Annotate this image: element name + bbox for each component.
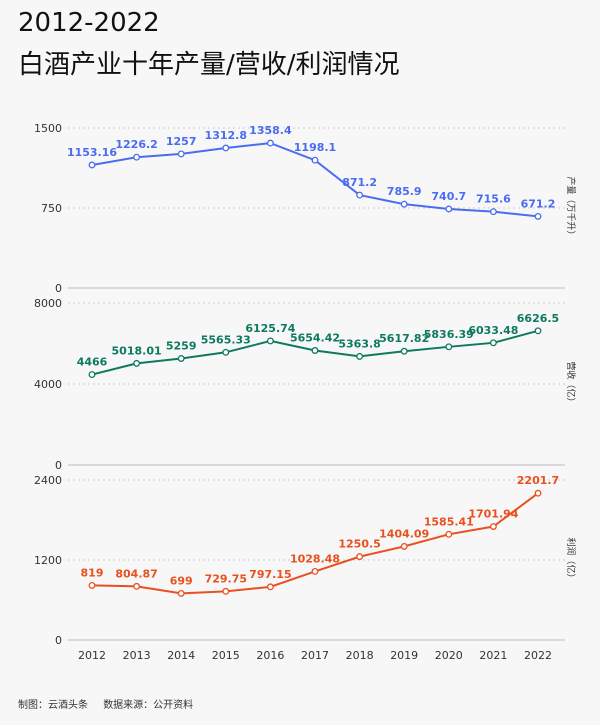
y-tick-label: 4000 [34, 378, 62, 391]
data-point [489, 339, 497, 347]
data-label: 5617.82 [379, 332, 429, 345]
x-tick-label: 2018 [346, 649, 374, 662]
data-label: 1153.16 [67, 146, 117, 159]
data-point [311, 567, 319, 575]
data-point [534, 212, 542, 220]
data-label: 797.15 [249, 568, 291, 581]
data-label: 1028.48 [290, 552, 340, 565]
data-point [356, 352, 364, 360]
data-point [88, 161, 96, 169]
data-point [311, 347, 319, 354]
data-point [400, 542, 408, 550]
data-point [489, 523, 497, 530]
data-label: 6033.48 [468, 324, 518, 337]
y-tick-label: 2400 [34, 474, 62, 487]
page-title: 白酒产业十年产量/营收/利润情况 [18, 50, 400, 80]
data-point [266, 139, 274, 147]
data-label: 6626.5 [517, 312, 559, 325]
y-tick-label: 750 [41, 202, 62, 215]
data-point [177, 355, 185, 362]
title-years: 2012-2022 [18, 8, 160, 38]
data-point [222, 348, 230, 356]
data-label: 5836.39 [424, 328, 474, 341]
data-point [88, 581, 96, 589]
y-axis-label: 产量（万千升） [565, 176, 577, 239]
x-tick-label: 2020 [435, 649, 463, 662]
data-label: 6125.74 [245, 322, 295, 335]
x-tick-label: 2017 [301, 649, 329, 662]
data-point [177, 589, 185, 597]
data-label: 715.6 [476, 193, 511, 206]
data-label: 740.7 [431, 190, 466, 203]
data-label: 819 [81, 566, 104, 579]
data-label: 804.87 [115, 567, 157, 580]
data-point [400, 200, 408, 208]
data-label: 1312.8 [205, 129, 247, 142]
data-label: 2201.7 [517, 474, 559, 487]
x-tick-label: 2016 [256, 649, 284, 662]
data-point [266, 583, 274, 591]
y-tick-label: 1200 [34, 554, 62, 567]
data-point [133, 153, 141, 161]
data-point [445, 205, 453, 213]
data-point [489, 208, 497, 216]
data-label: 1404.09 [379, 527, 429, 540]
y-tick-label: 0 [55, 634, 62, 647]
x-tick-label: 2013 [123, 649, 151, 662]
data-label: 1585.41 [424, 515, 474, 528]
y-tick-label: 0 [55, 282, 62, 295]
data-point [311, 156, 319, 164]
data-label: 4466 [77, 356, 108, 369]
data-point [445, 343, 453, 351]
data-point [445, 530, 453, 538]
y-axis-label: 利润（亿） [565, 537, 577, 582]
y-tick-label: 8000 [34, 297, 62, 310]
data-label: 5259 [166, 340, 197, 353]
x-tick-label: 2022 [524, 649, 552, 662]
data-point [133, 359, 141, 367]
data-point [356, 191, 364, 199]
data-label: 671.2 [521, 197, 556, 210]
data-label: 699 [170, 574, 193, 587]
y-tick-label: 0 [55, 459, 62, 472]
x-tick-label: 2014 [167, 649, 195, 662]
data-point [356, 553, 364, 561]
data-point [133, 582, 141, 590]
data-label: 5565.33 [201, 333, 251, 346]
x-tick-label: 2015 [212, 649, 240, 662]
y-axis-label: 营收（亿） [565, 361, 577, 406]
data-label: 1701.94 [468, 508, 518, 521]
data-point [88, 371, 96, 379]
data-label: 1226.2 [115, 138, 157, 151]
data-label: 1250.5 [338, 538, 380, 551]
data-point [222, 144, 230, 152]
footer-source: 数据来源：公开资料 [103, 700, 194, 711]
data-label: 1358.4 [249, 124, 292, 137]
data-point [266, 337, 274, 345]
data-label: 5018.01 [112, 344, 162, 357]
y-tick-label: 1500 [34, 122, 62, 135]
data-label: 5654.42 [290, 331, 340, 344]
data-point [534, 489, 542, 497]
data-point [222, 587, 230, 595]
data-point [177, 150, 185, 158]
x-tick-label: 2012 [78, 649, 106, 662]
data-point [534, 327, 542, 335]
footer-maker: 制图：云酒头条 [18, 700, 88, 711]
data-label: 871.2 [342, 176, 377, 189]
data-label: 729.75 [205, 572, 247, 585]
x-tick-label: 2021 [479, 649, 507, 662]
data-point [400, 347, 408, 355]
data-label: 1198.1 [294, 141, 336, 154]
footer: 制图：云酒头条 数据来源：公开资料 [18, 696, 205, 711]
x-tick-label: 2019 [390, 649, 418, 662]
data-label: 5363.8 [338, 337, 380, 350]
data-label: 1257 [166, 135, 197, 148]
data-label: 785.9 [387, 185, 422, 198]
